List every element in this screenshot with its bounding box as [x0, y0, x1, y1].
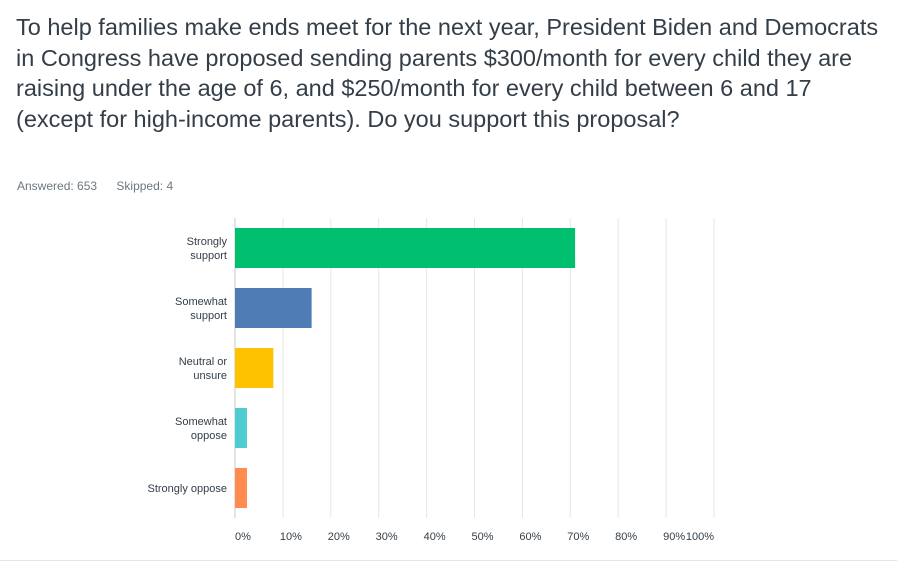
category-label: Somewhat [175, 416, 227, 428]
category-label: oppose [191, 430, 227, 442]
category-label: support [190, 310, 227, 322]
chart-tick-labels: 0% 10% 20% 30% 40% 50% 60% 70% 80% 90% 100% [235, 531, 714, 543]
question-title: To help families make ends meet for the … [16, 14, 879, 132]
x-tick-label: 80% [615, 531, 637, 543]
category-label: Strongly [187, 236, 228, 248]
bar[interactable] [235, 288, 312, 328]
x-tick-label: 70% [567, 531, 589, 543]
bar[interactable] [235, 348, 274, 388]
category-label: Neutral or [179, 356, 228, 368]
x-tick-label: 30% [376, 531, 398, 543]
category-label: Strongly oppose [148, 483, 228, 495]
x-tick-label: 90% [663, 531, 685, 543]
x-tick-label: 20% [328, 531, 350, 543]
x-tick-label: 40% [424, 531, 446, 543]
x-tick-label: 50% [471, 531, 493, 543]
x-tick-label: 100% [686, 531, 714, 543]
category-label: Somewhat [175, 296, 227, 308]
category-label: support [190, 250, 227, 262]
x-tick-label: 60% [519, 531, 541, 543]
skipped-count: Skipped: 4 [116, 179, 174, 193]
answered-count: Answered: 653 [17, 179, 98, 193]
bar[interactable] [235, 468, 247, 508]
response-stats: Answered: 653 Skipped: 4 [17, 179, 189, 193]
bar[interactable] [235, 408, 247, 448]
x-tick-label: 0% [235, 531, 251, 543]
x-tick-label: 10% [280, 531, 302, 543]
chart-bars [235, 228, 576, 508]
chart-category-labels: Strongly support Somewhat support Neutral or… [148, 236, 228, 495]
category-label: unsure [193, 370, 227, 382]
bar[interactable] [235, 228, 576, 268]
divider [0, 560, 897, 561]
